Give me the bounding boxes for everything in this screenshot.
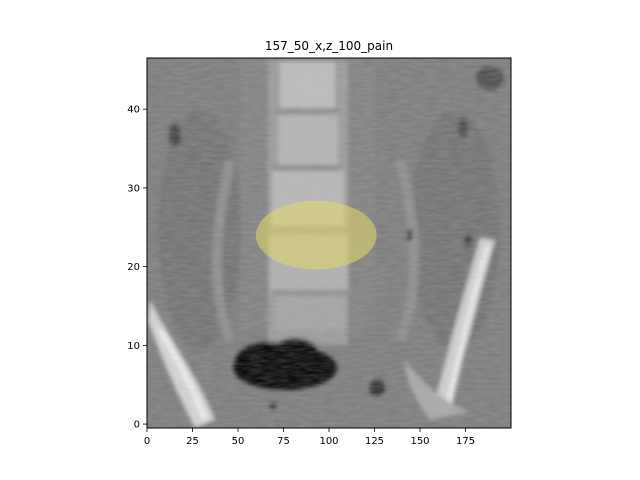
y-axis: 0 10 20 30 40 (127, 105, 147, 431)
x-tick-label: 175 (456, 436, 475, 447)
chart-title: 157_50_x,z_100_pain (265, 39, 393, 53)
ct-scan-image (147, 58, 511, 428)
y-tick-label: 10 (127, 341, 140, 352)
y-tick-label: 20 (127, 262, 140, 273)
x-tick-label: 75 (277, 436, 290, 447)
x-axis: 0 25 50 75 100 125 150 175 (144, 428, 475, 447)
y-tick-label: 40 (127, 105, 140, 116)
x-tick-label: 125 (365, 436, 384, 447)
x-tick-label: 0 (144, 436, 150, 447)
pain-overlay-region (255, 200, 377, 270)
x-tick-label: 150 (410, 436, 429, 447)
x-tick-label: 50 (232, 436, 245, 447)
x-tick-label: 25 (186, 436, 199, 447)
y-tick-label: 30 (127, 183, 140, 194)
x-tick-label: 100 (319, 436, 338, 447)
y-tick-label: 0 (134, 420, 140, 431)
